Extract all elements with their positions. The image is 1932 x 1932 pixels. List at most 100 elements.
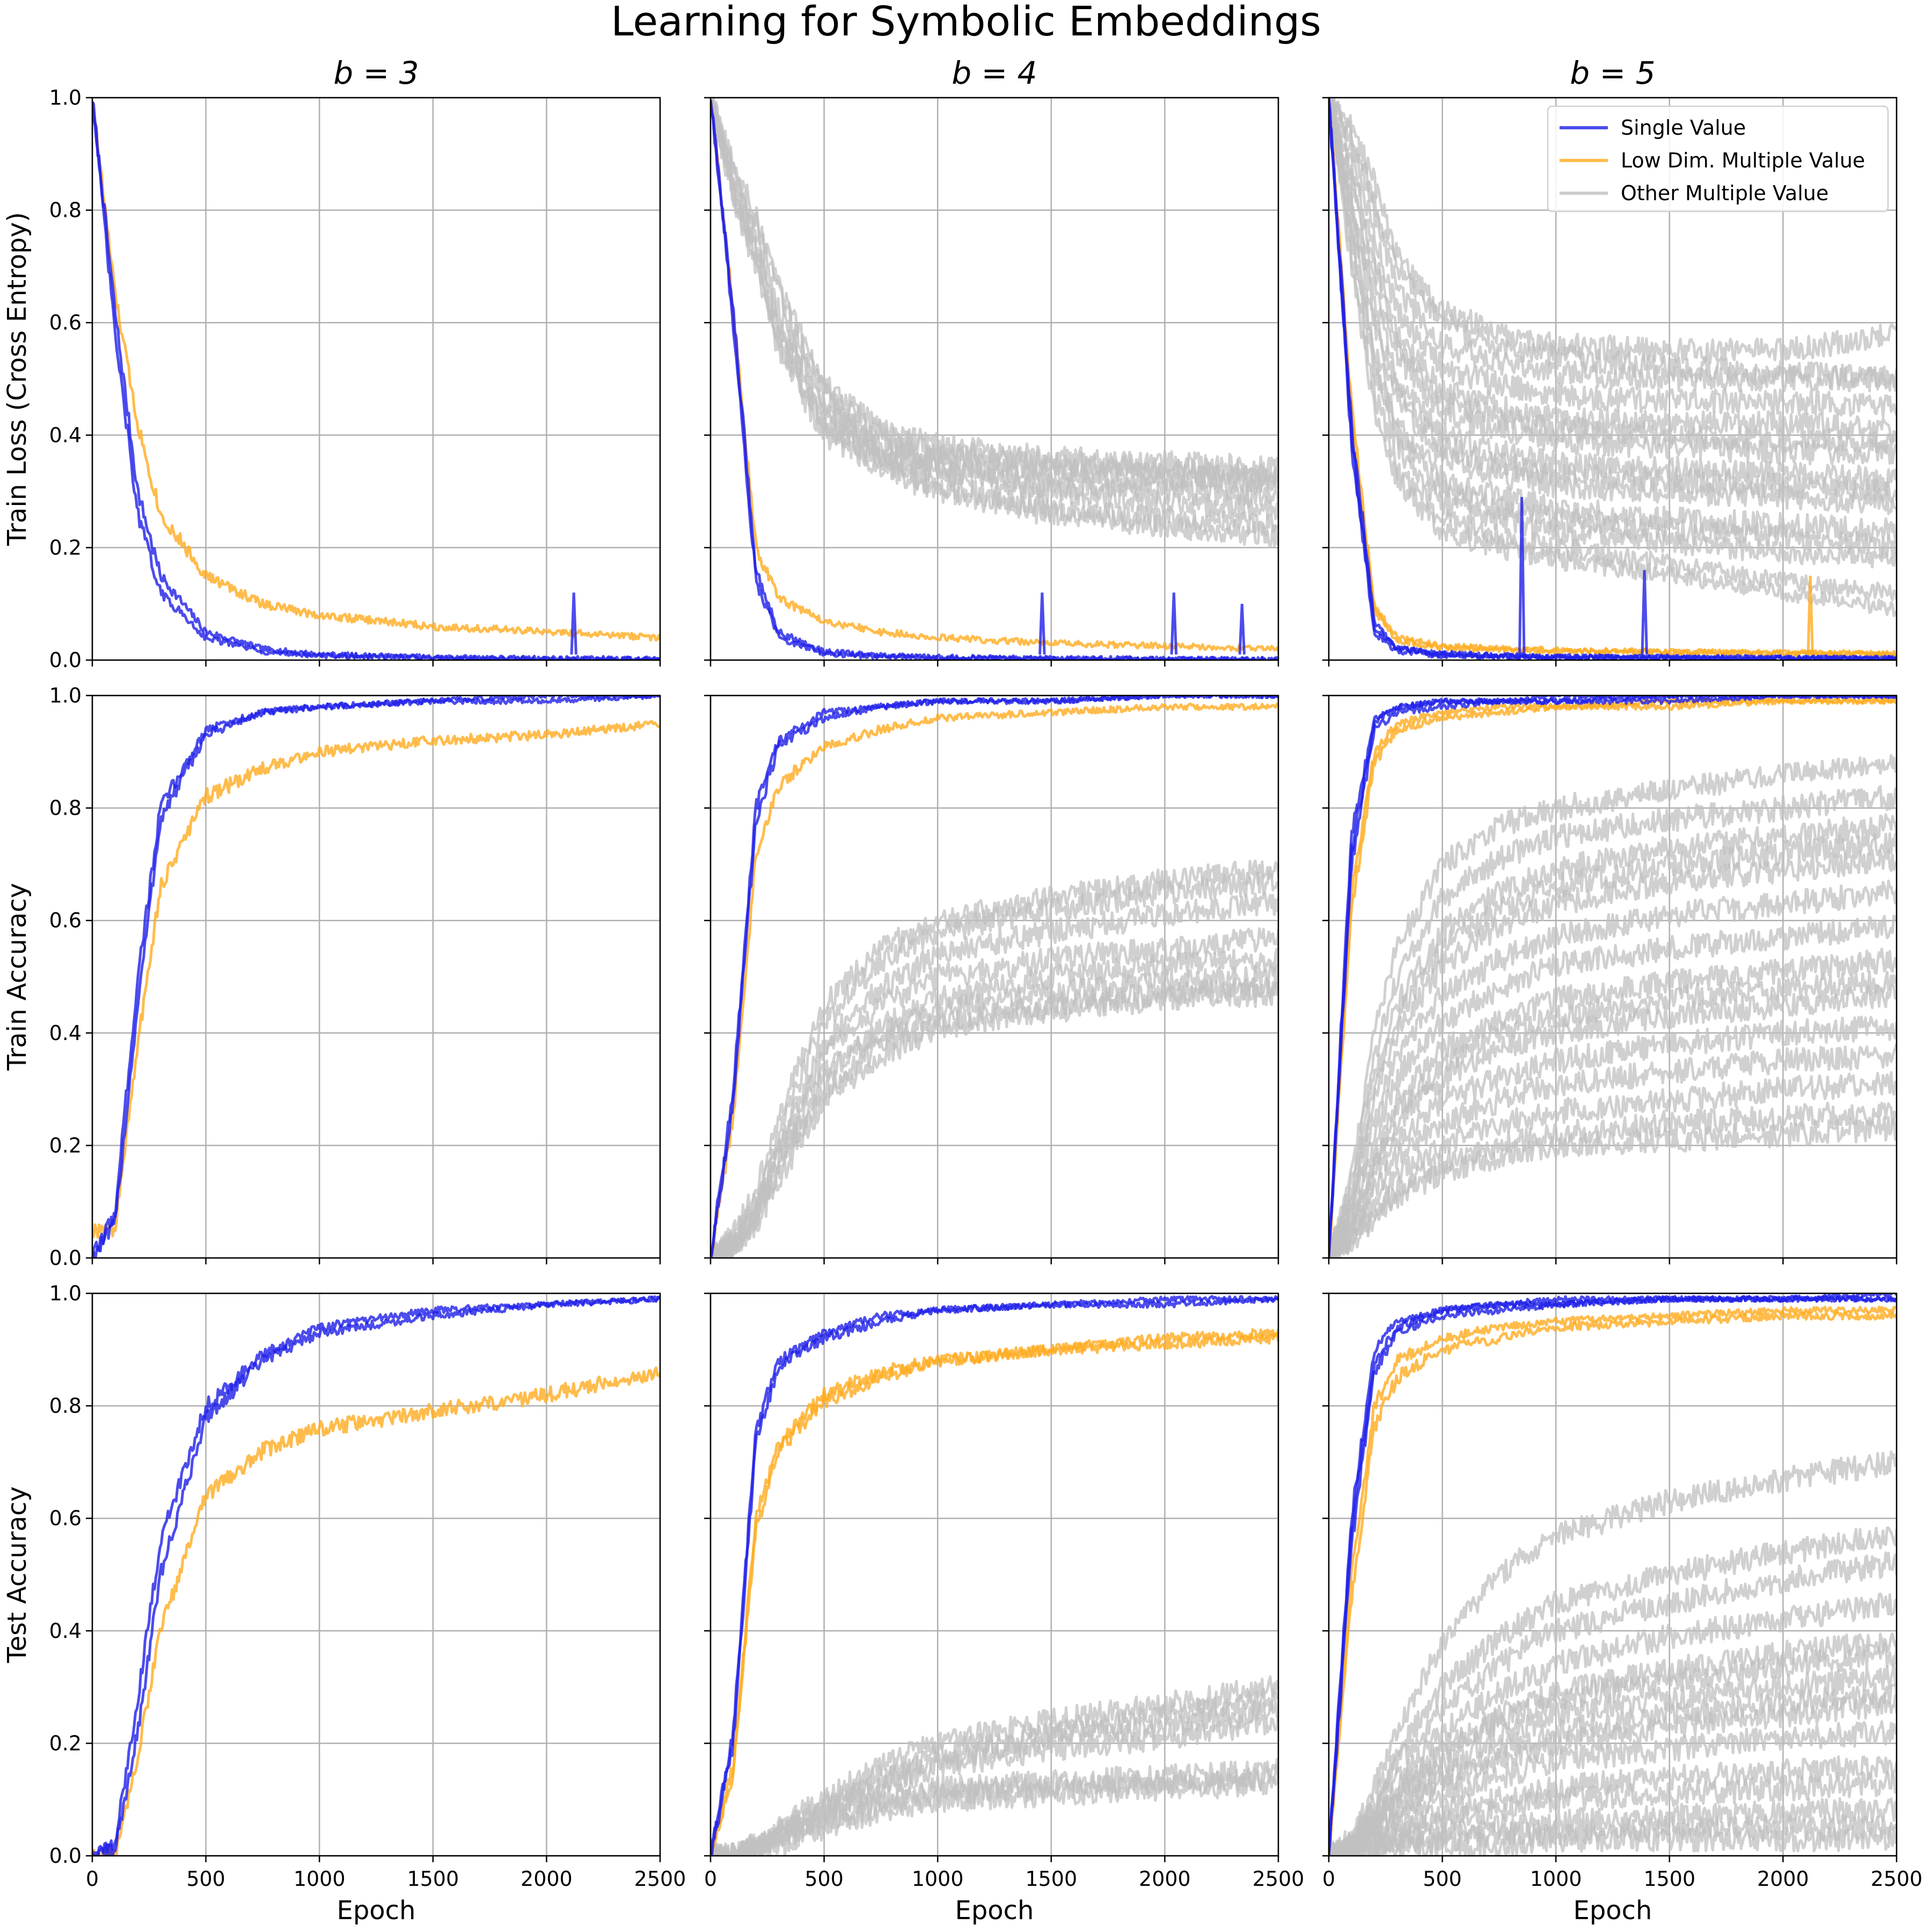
x-tick-label: 1000 bbox=[912, 1867, 964, 1891]
series-line-other bbox=[1329, 1641, 1897, 1856]
series-line-other bbox=[1329, 98, 1897, 392]
panel: 0.0 0.2 0.4 0.6 0.8 1.0 0 500 1000 1500 2000 2500 Ep… bbox=[49, 1282, 686, 1926]
series-line-other bbox=[1329, 1592, 1897, 1856]
panel: 0 500 1000 1500 2000 2500 Epoch bbox=[704, 1292, 1305, 1926]
series-line-single bbox=[711, 1295, 1278, 1856]
series-group bbox=[1329, 696, 1897, 1258]
panel: 0 500 1000 1500 2000 2500 Epoch bbox=[1322, 1292, 1922, 1926]
y-axis-label: Train Accuracy bbox=[2, 883, 32, 1071]
series-line-other bbox=[711, 947, 1278, 1258]
column-title: b = 4 bbox=[952, 55, 1037, 91]
series-spike bbox=[1038, 592, 1046, 655]
series-line-other bbox=[711, 869, 1278, 1258]
series-line-other bbox=[711, 1771, 1278, 1856]
x-tick-label: 2500 bbox=[1253, 1867, 1305, 1891]
series-line-other bbox=[1329, 98, 1897, 560]
series-line-other bbox=[1329, 98, 1897, 504]
x-tick-label: 500 bbox=[186, 1867, 225, 1891]
series-line-other bbox=[1329, 1116, 1897, 1258]
series-line-other bbox=[711, 98, 1278, 548]
series-line-other bbox=[711, 98, 1278, 509]
series-line-other bbox=[1329, 914, 1897, 1258]
y-tick-label: 0.8 bbox=[49, 199, 82, 222]
series-line-lowdim bbox=[1329, 697, 1897, 1258]
series-line-other bbox=[711, 1687, 1278, 1856]
x-tick-label: 1500 bbox=[407, 1867, 459, 1891]
series-line-other bbox=[1329, 98, 1897, 617]
x-tick-label: 1000 bbox=[1530, 1867, 1582, 1891]
series-group bbox=[1329, 1293, 1897, 1856]
series-line-other bbox=[711, 98, 1278, 482]
series-line-other bbox=[1329, 1101, 1897, 1258]
y-tick-label: 0.8 bbox=[49, 1394, 82, 1418]
y-tick-label: 0.6 bbox=[49, 909, 82, 932]
series-spike bbox=[1518, 497, 1526, 655]
y-axis-label: Test Accuracy bbox=[2, 1487, 32, 1664]
series-line-other bbox=[711, 859, 1278, 1258]
panel bbox=[704, 694, 1279, 1264]
series-line-other bbox=[1329, 1526, 1897, 1856]
column-title: b = 3 bbox=[333, 55, 419, 91]
x-tick-label: 0 bbox=[704, 1867, 717, 1891]
axes-frame bbox=[1328, 97, 1898, 661]
series-line-other bbox=[1329, 1043, 1897, 1258]
y-tick-label: 0.8 bbox=[49, 796, 82, 820]
series-line-single bbox=[1329, 696, 1897, 1258]
legend: Single Value Low Dim. Multiple Value Other… bbox=[1547, 105, 1889, 213]
legend-box bbox=[1547, 105, 1889, 213]
panel: 0.0 0.2 0.4 0.6 0.8 1.0 bbox=[49, 86, 661, 672]
x-tick-label: 500 bbox=[804, 1867, 844, 1891]
y-tick-label: 0.0 bbox=[49, 1246, 82, 1270]
y-tick-label: 0.4 bbox=[49, 1619, 82, 1643]
series-line-lowdim bbox=[711, 99, 1278, 653]
legend-label: Single Value bbox=[1621, 116, 1746, 140]
legend-label: Low Dim. Multiple Value bbox=[1621, 149, 1865, 172]
series-line-other bbox=[1329, 879, 1897, 1258]
y-tick-label: 1.0 bbox=[49, 1282, 82, 1305]
legend-label: Other Multiple Value bbox=[1621, 181, 1828, 205]
series-group bbox=[92, 1295, 660, 1856]
axes-frame bbox=[91, 1292, 661, 1857]
x-tick-label: 0 bbox=[86, 1867, 99, 1891]
y-tick-label: 0.2 bbox=[49, 1133, 82, 1157]
y-tick-label: 0.2 bbox=[49, 536, 82, 559]
series-line-other bbox=[1329, 98, 1897, 455]
series-line-lowdim bbox=[92, 101, 660, 642]
series-line-single bbox=[1329, 1295, 1897, 1855]
x-tick-label: 500 bbox=[1423, 1867, 1462, 1891]
panel bbox=[704, 97, 1279, 667]
panel bbox=[1322, 694, 1898, 1264]
series-line-other bbox=[1329, 98, 1897, 493]
series-line-lowdim bbox=[92, 1366, 660, 1856]
x-tick-label: 1000 bbox=[294, 1867, 346, 1891]
series-line-other bbox=[711, 980, 1278, 1258]
axes-frame bbox=[709, 97, 1279, 661]
series-line-other bbox=[1329, 98, 1897, 418]
series-group bbox=[92, 696, 660, 1258]
series-group bbox=[711, 696, 1278, 1258]
y-tick-label: 1.0 bbox=[49, 86, 82, 109]
panel: 0.0 0.2 0.4 0.6 0.8 1.0 bbox=[49, 684, 661, 1270]
series-line-single bbox=[92, 696, 660, 1258]
x-tick-label: 2000 bbox=[1757, 1867, 1809, 1891]
series-line-single bbox=[92, 101, 660, 660]
y-tick-label: 0.0 bbox=[49, 648, 82, 672]
x-tick-label: 2000 bbox=[1139, 1867, 1191, 1891]
x-tick-label: 1500 bbox=[1643, 1867, 1695, 1891]
series-line-other bbox=[711, 927, 1278, 1258]
series-line-lowdim bbox=[711, 1332, 1278, 1856]
x-tick-label: 2500 bbox=[634, 1867, 686, 1891]
series-spike bbox=[1238, 604, 1246, 655]
series-line-single bbox=[711, 99, 1278, 660]
series-line-other bbox=[1329, 832, 1897, 1256]
series-line-other bbox=[1329, 1825, 1897, 1856]
figure-title: Learning for Symbolic Embeddings bbox=[611, 0, 1321, 45]
series-line-other bbox=[1329, 1770, 1897, 1856]
y-tick-label: 1.0 bbox=[49, 684, 82, 707]
y-tick-label: 0.4 bbox=[49, 423, 82, 447]
series-line-lowdim bbox=[1329, 98, 1897, 658]
column-title: b = 5 bbox=[1570, 55, 1655, 91]
series-line-other bbox=[1329, 98, 1897, 443]
